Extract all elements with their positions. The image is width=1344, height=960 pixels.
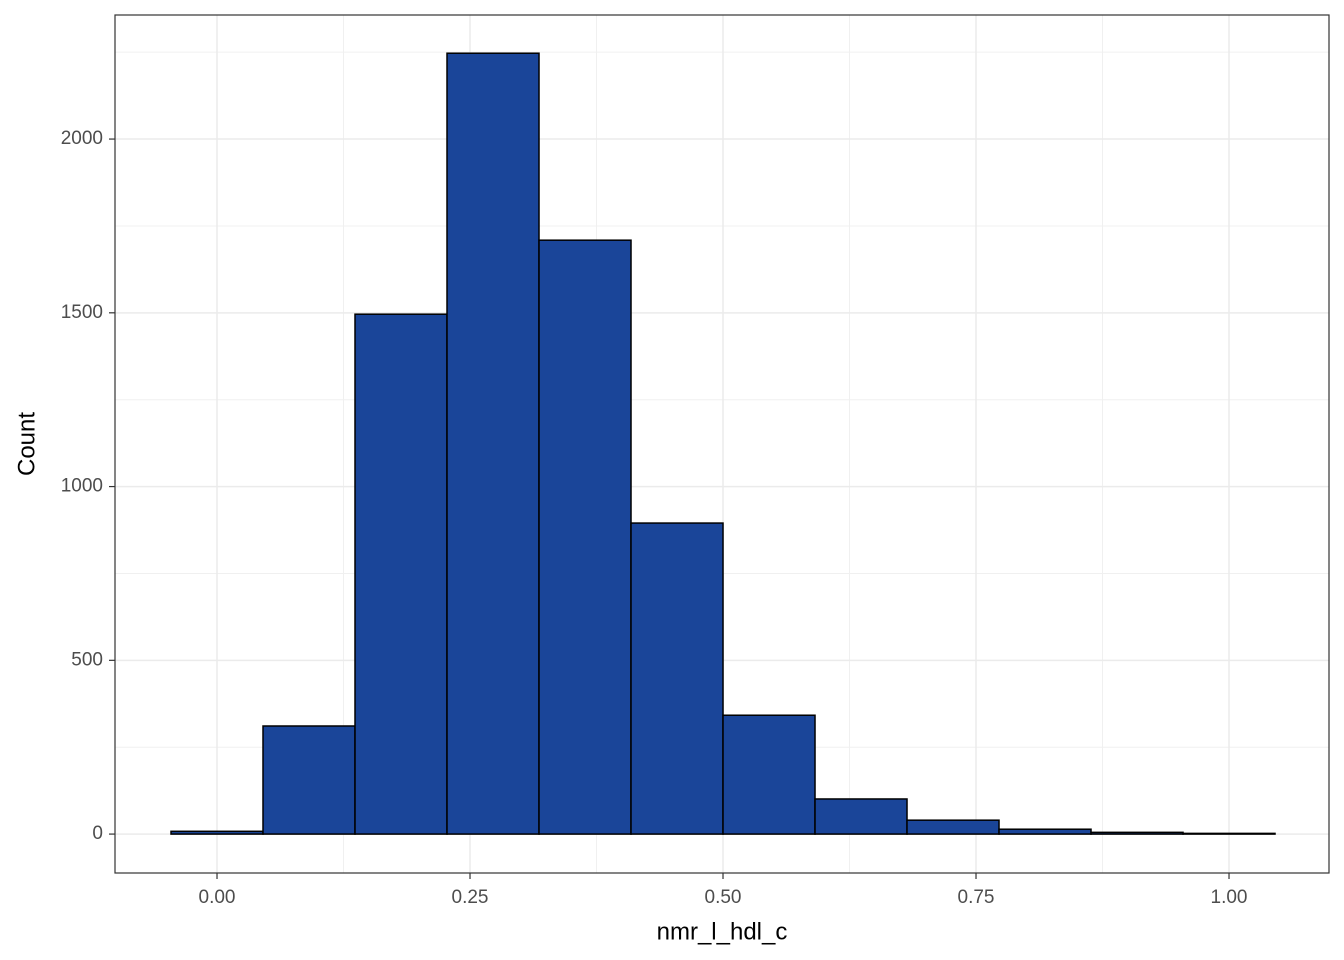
bar — [906, 819, 1000, 835]
y-tick-label: 1500 — [61, 302, 103, 323]
bar — [170, 830, 264, 835]
bar — [262, 725, 356, 835]
x-tick-label: 0.75 — [958, 887, 995, 908]
bar — [354, 313, 448, 835]
bar — [538, 239, 632, 835]
x-tick-label: 0.50 — [705, 887, 742, 908]
y-tick-label: 2000 — [61, 128, 103, 149]
y-tick-label: 1000 — [61, 476, 103, 497]
bar — [1182, 832, 1276, 835]
y-axis-title: Count — [13, 412, 40, 476]
x-axis-title: nmr_l_hdl_c — [657, 918, 788, 945]
bar — [814, 798, 908, 835]
x-tick-label: 1.00 — [1211, 887, 1248, 908]
y-tick-label: 0 — [92, 823, 103, 844]
bar — [630, 522, 724, 835]
bar — [998, 828, 1092, 835]
bars — [170, 52, 1276, 835]
x-tick-label: 0.25 — [452, 887, 489, 908]
panel-border — [114, 14, 1330, 874]
bar — [446, 52, 540, 835]
bar — [1090, 831, 1184, 835]
x-tick-label: 0.00 — [199, 887, 236, 908]
y-tick-label: 500 — [71, 649, 103, 670]
bar — [722, 714, 816, 835]
